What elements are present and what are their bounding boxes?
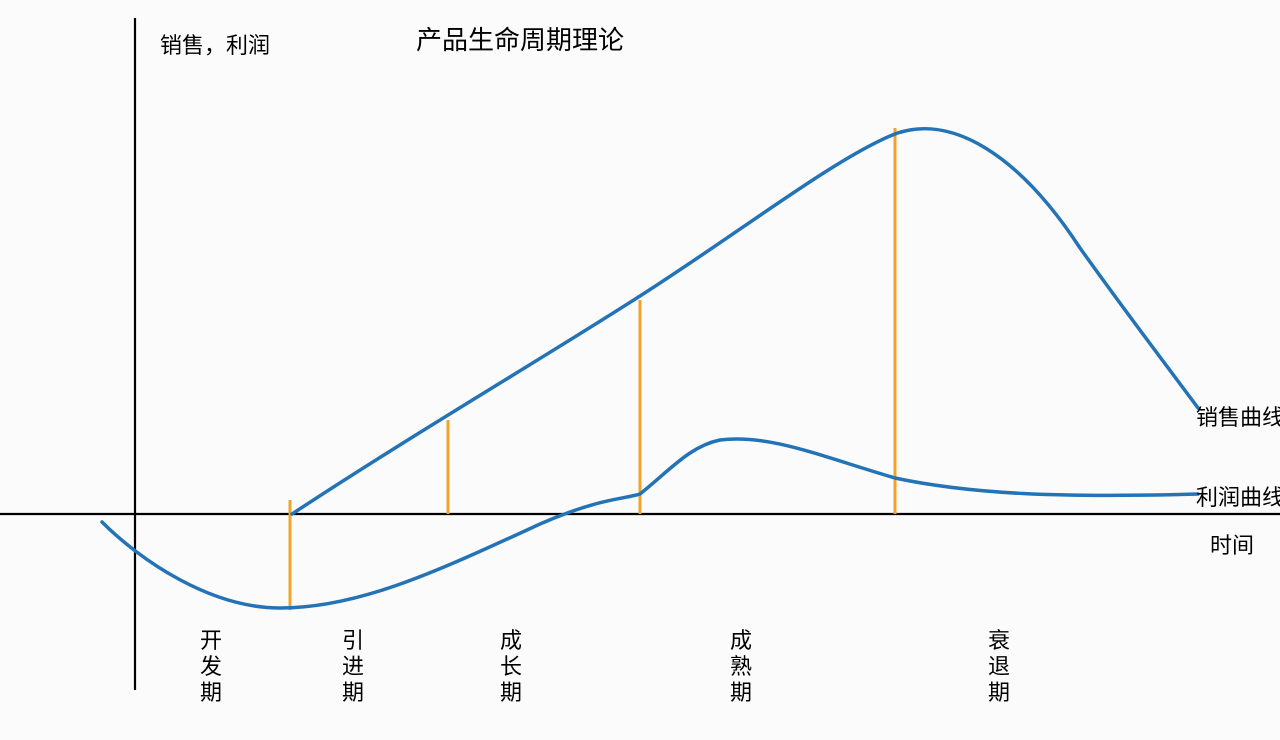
- stage-label-0: 开 发 期: [200, 628, 222, 706]
- chart-canvas: [0, 0, 1280, 740]
- x-axis-label: 时间: [1210, 528, 1254, 560]
- y-axis-label: 销售，利润: [160, 28, 270, 60]
- profit-curve-label: 利润曲线: [1196, 480, 1280, 512]
- stage-label-4: 衰 退 期: [988, 628, 1010, 706]
- sales-curve-label: 销售曲线: [1196, 400, 1280, 432]
- stage-label-1: 引 进 期: [342, 628, 364, 706]
- chart-title: 产品生命周期理论: [416, 20, 624, 57]
- stage-label-2: 成 长 期: [500, 628, 522, 706]
- lifecycle-chart: 产品生命周期理论 销售，利润 时间 销售曲线 利润曲线 开 发 期 引 进 期 成 …: [0, 0, 1280, 740]
- stage-label-3: 成 熟 期: [730, 628, 752, 706]
